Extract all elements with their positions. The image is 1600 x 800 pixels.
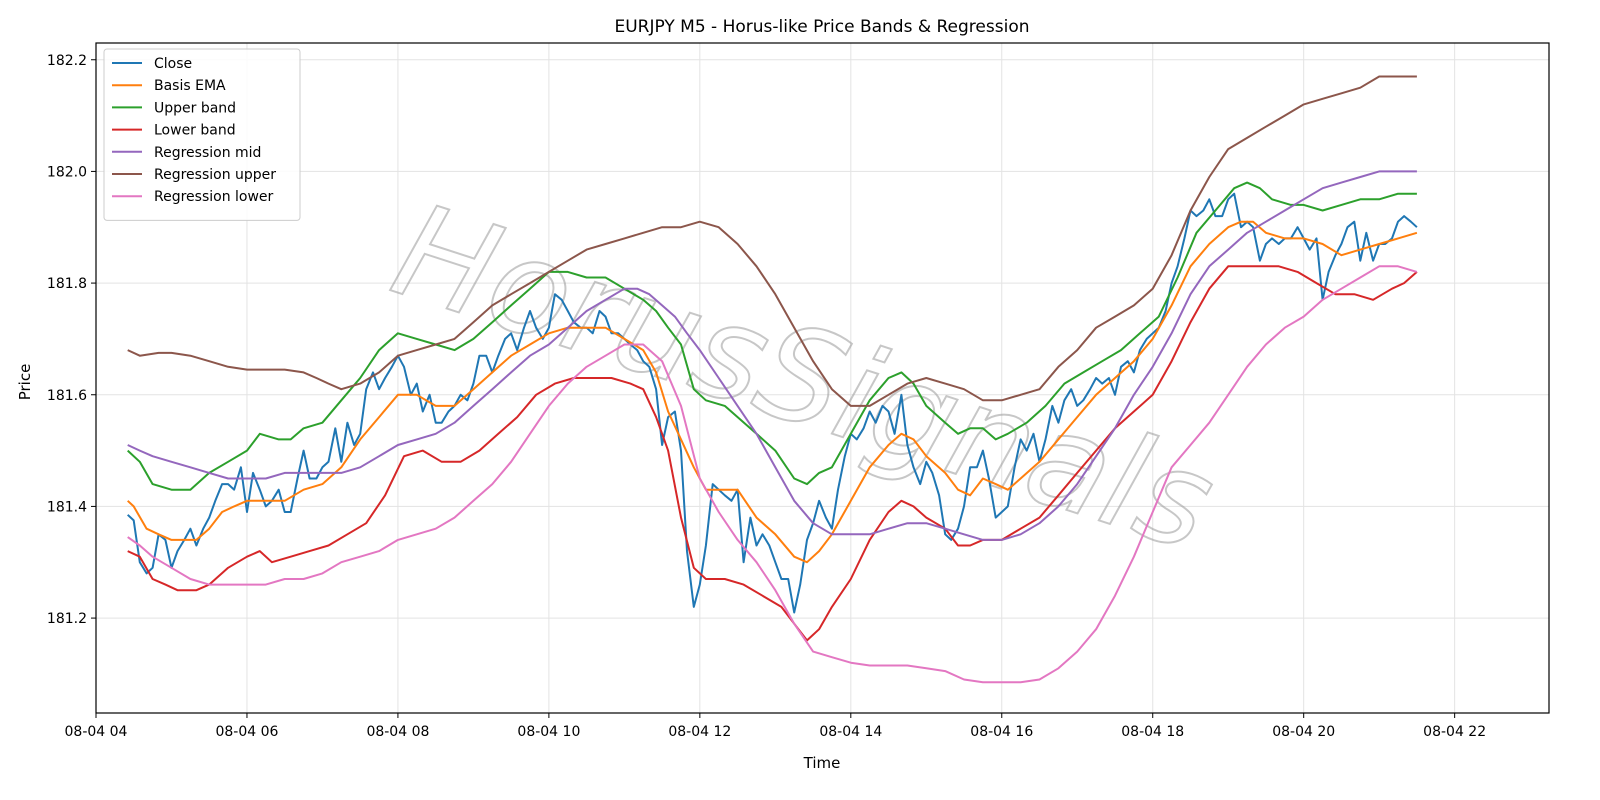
axis-ticks: 08-04 04 08-04 06 08-04 08 08-04 10 08-04 12… xyxy=(47,53,1486,740)
series-line-close xyxy=(127,192,1418,614)
x-tick-label: 08-04 18 xyxy=(1121,724,1184,740)
y-tick-label: 182.0 xyxy=(47,164,87,180)
legend-box xyxy=(103,48,301,221)
legend: Close Basis EMA Upper band Lower band Regres… xyxy=(103,48,301,221)
legend-label: Regression lower xyxy=(154,189,274,205)
series-line-lower-band xyxy=(127,265,1418,642)
x-tick-label: 08-04 14 xyxy=(819,724,882,740)
legend-label: Upper band xyxy=(154,100,236,116)
x-tick-label: 08-04 06 xyxy=(215,724,278,740)
chart-title: EURJPY M5 - Horus-like Price Bands & Reg… xyxy=(614,17,1029,37)
x-tick-label: 08-04 10 xyxy=(517,724,580,740)
x-tick-label: 08-04 22 xyxy=(1423,724,1486,740)
series-line-regression-upper xyxy=(127,75,1417,407)
series-line-regression-mid xyxy=(127,170,1417,541)
y-tick-label: 181.2 xyxy=(47,611,87,627)
grid xyxy=(95,43,1549,713)
legend-label: Close xyxy=(154,56,192,72)
plot-frame xyxy=(95,42,1550,714)
y-tick-label: 181.8 xyxy=(47,276,87,292)
x-tick-label: 08-04 04 xyxy=(65,724,128,740)
series-line-upper-band xyxy=(127,181,1417,491)
x-tick-label: 08-04 08 xyxy=(366,724,429,740)
y-tick-label: 181.6 xyxy=(47,388,87,404)
y-axis-label: Price xyxy=(16,364,34,401)
x-tick-label: 08-04 20 xyxy=(1272,724,1335,740)
series-line-regression-lower xyxy=(127,265,1418,684)
y-tick-label: 182.2 xyxy=(47,53,87,69)
x-tick-label: 08-04 12 xyxy=(668,724,731,740)
legend-label: Lower band xyxy=(154,123,236,139)
x-axis-label: Time xyxy=(803,754,841,772)
legend-label: Regression upper xyxy=(154,167,276,183)
series-line-basis-ema xyxy=(127,220,1418,564)
series-lines xyxy=(127,75,1418,684)
y-tick-label: 181.4 xyxy=(47,499,87,515)
legend-label: Basis EMA xyxy=(154,78,226,94)
legend-label: Regression mid xyxy=(154,145,261,161)
x-tick-label: 08-04 16 xyxy=(970,724,1033,740)
